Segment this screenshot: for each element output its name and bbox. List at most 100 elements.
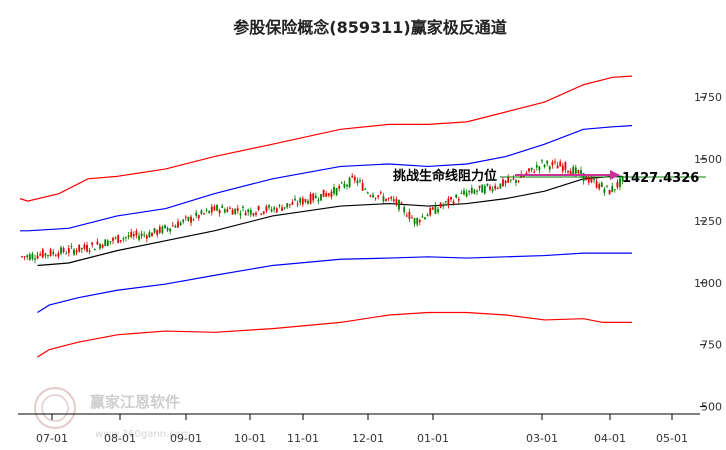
candle-body: [294, 198, 296, 201]
candle-body: [361, 183, 364, 191]
candle-body: [31, 253, 34, 259]
candle-body: [572, 167, 575, 176]
candle-body: [455, 194, 458, 198]
candle-body: [439, 202, 442, 208]
candle-body: [525, 172, 528, 175]
candle-body: [322, 189, 325, 197]
candle-body: [507, 177, 510, 183]
candle-body: [343, 183, 346, 188]
candle-body: [564, 162, 567, 170]
candle-body: [273, 207, 276, 210]
candle-body: [99, 244, 101, 249]
y-tick-label: 1000: [694, 277, 722, 290]
candle-body: [208, 210, 211, 214]
series-line-4: [37, 311, 632, 358]
candle-body: [268, 205, 270, 208]
candle-body: [221, 205, 224, 208]
candle-body: [34, 258, 36, 260]
candle-body: [335, 188, 338, 196]
watermark-name: 赢家江恩软件: [90, 393, 180, 411]
candle-body: [411, 217, 413, 219]
candle-body: [132, 234, 135, 237]
candle-body: [356, 180, 359, 184]
candle-body: [195, 212, 198, 216]
candle-body: [57, 253, 60, 257]
candle-body: [67, 248, 70, 253]
candle-body: [242, 207, 244, 209]
candle-body: [192, 219, 195, 221]
candle-body: [226, 209, 229, 212]
candle-body: [616, 182, 619, 188]
candle-body: [117, 234, 120, 243]
candle-body: [392, 199, 395, 202]
candle-body: [517, 180, 520, 182]
candle-body: [613, 189, 616, 191]
candle-body: [556, 165, 559, 169]
candle-body: [179, 222, 182, 226]
candle-body: [177, 221, 179, 228]
candle-body: [21, 256, 23, 258]
candle-body: [621, 176, 624, 182]
candle-body: [603, 188, 606, 193]
candle-body: [182, 219, 185, 223]
candle-body: [275, 208, 278, 213]
candle-body: [473, 190, 476, 194]
annotations: 挑战生命线阻力位 1427.4326: [393, 168, 699, 186]
candle-body: [408, 211, 411, 219]
x-tick-label: 05-01: [656, 432, 688, 445]
candle-body: [470, 187, 473, 193]
candle-body: [418, 220, 421, 223]
candle-body: [528, 168, 530, 172]
candle-body: [161, 226, 164, 233]
candle-body: [400, 202, 403, 204]
candle-body: [166, 227, 169, 231]
candle-body: [127, 235, 130, 237]
candle-body: [299, 198, 302, 203]
candle-body: [434, 205, 437, 214]
candle-body: [416, 218, 419, 225]
candle-body: [83, 244, 86, 249]
candle-body: [364, 188, 367, 190]
candle-body: [535, 165, 538, 168]
candle-body: [567, 170, 569, 173]
candle-body: [611, 186, 614, 192]
candle-body: [283, 207, 286, 209]
candle-body: [307, 200, 309, 204]
candle-body: [122, 238, 125, 240]
x-tick-label: 08-01: [104, 432, 136, 445]
resistance-arrow-icon: [610, 169, 620, 180]
candle-body: [366, 192, 369, 194]
y-tick-label: 1250: [694, 215, 722, 228]
candle-body: [288, 204, 291, 206]
candle-body: [153, 228, 156, 233]
candle-body: [93, 248, 96, 251]
candle-body: [169, 228, 172, 232]
candle-body: [559, 161, 562, 167]
candle-body: [346, 184, 348, 187]
candle-body: [231, 209, 234, 215]
watermark-logo-icon: [34, 387, 76, 429]
x-tick-label: 12-01: [352, 432, 384, 445]
candle-body: [593, 179, 595, 181]
candle-body: [395, 199, 398, 204]
candle-body: [317, 199, 320, 202]
candle-body: [70, 246, 73, 248]
series-line-0: [19, 75, 633, 202]
candle-body: [351, 175, 354, 178]
candle-body: [538, 166, 541, 171]
y-tick-label: 1500: [694, 153, 722, 166]
candle-body: [515, 179, 517, 183]
candle-body: [379, 191, 382, 194]
candle-body: [606, 185, 608, 187]
candle-body: [291, 202, 294, 205]
candle-body: [164, 224, 166, 229]
candle-body: [140, 233, 143, 237]
candle-body: [278, 204, 281, 206]
candle-body: [112, 237, 114, 241]
x-tick-label: 03-01: [526, 432, 558, 445]
x-tick-label: 11-01: [287, 432, 319, 445]
candle-body: [158, 226, 161, 233]
candle-body: [619, 178, 621, 187]
candle-body: [200, 210, 203, 214]
